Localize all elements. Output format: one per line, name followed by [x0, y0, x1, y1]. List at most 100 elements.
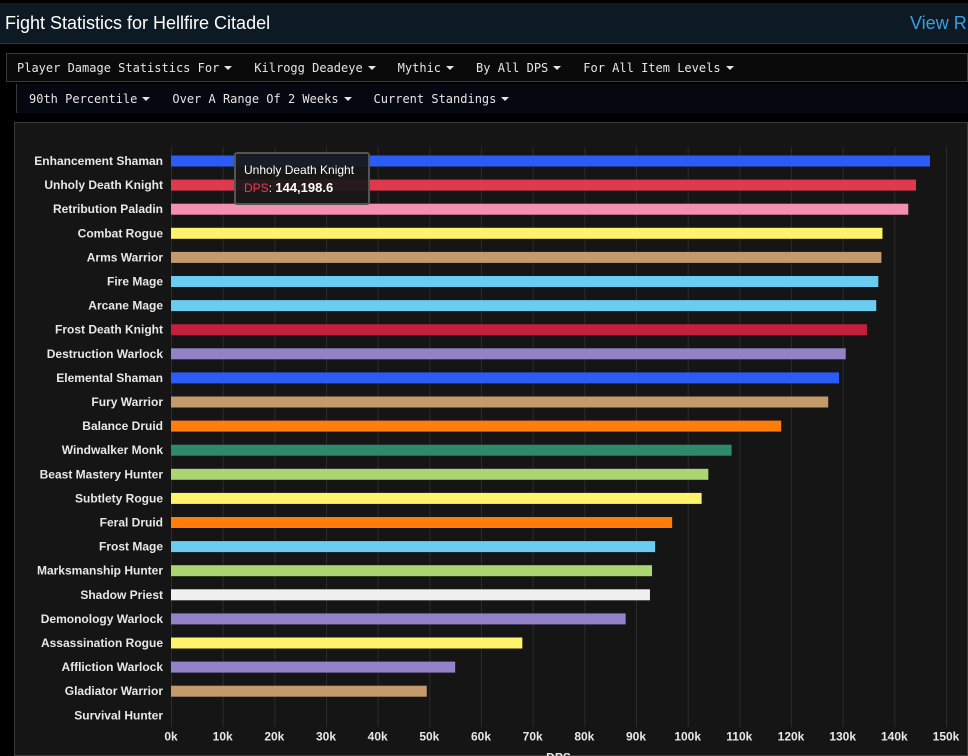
x-tick-label: 140k	[881, 729, 908, 743]
dropdown-label: For All Item Levels	[583, 60, 721, 75]
bar[interactable]	[171, 203, 909, 215]
tooltip-value-line: DPS: 144,198.6	[244, 180, 368, 195]
category-label: Retribution Paladin	[53, 202, 163, 216]
tooltip-title: Unholy Death Knight	[244, 163, 355, 177]
category-label: Affliction Warlock	[61, 660, 163, 674]
category-label: Fury Warrior	[91, 395, 163, 409]
category-label: Frost Death Knight	[55, 323, 163, 337]
bar[interactable]	[171, 444, 732, 456]
bar[interactable]	[171, 589, 650, 601]
x-tick-label: 30k	[316, 729, 336, 743]
dropdown-percentile[interactable]: 90th Percentile	[29, 91, 151, 106]
dropdown-label: Kilrogg Deadeye	[254, 60, 363, 75]
dropdown-label: By All DPS	[476, 60, 549, 75]
caret-down-icon	[725, 66, 734, 70]
bar[interactable]	[171, 613, 626, 625]
bar[interactable]	[171, 179, 917, 191]
category-label: Arcane Mage	[88, 299, 163, 313]
category-label: Destruction Warlock	[47, 347, 164, 361]
category-label: Enhancement Shaman	[34, 154, 163, 168]
dropdown-boss[interactable]: Kilrogg Deadeye	[254, 60, 376, 75]
dropdown-label: Over A Range Of 2 Weeks	[172, 91, 339, 106]
x-tick-label: 10k	[213, 729, 233, 743]
category-label: Elemental Shaman	[56, 371, 163, 385]
bar[interactable]	[171, 348, 846, 360]
x-tick-label: 90k	[626, 729, 646, 743]
x-tick-label: 110k	[726, 729, 752, 743]
category-label: Survival Hunter	[74, 708, 163, 722]
x-tick-label: 150k	[933, 729, 960, 743]
view-link[interactable]: View R	[910, 13, 967, 33]
filter-bar-secondary: 90th Percentile Over A Range Of 2 Weeks …	[16, 84, 968, 113]
bar[interactable]	[171, 565, 653, 577]
caret-down-icon	[224, 66, 233, 70]
bar[interactable]	[171, 637, 523, 649]
bar[interactable]	[171, 300, 877, 312]
bar[interactable]	[171, 276, 879, 287]
category-label: Combat Rogue	[78, 226, 164, 240]
x-tick-label: 60k	[471, 729, 491, 743]
chart-panel	[14, 122, 968, 756]
category-label: Gladiator Warrior	[65, 684, 164, 698]
x-axis-title: DPS	[546, 750, 571, 756]
bar[interactable]	[171, 324, 867, 336]
category-label: Balance Druid	[82, 419, 163, 433]
category-label: Marksmanship Hunter	[37, 564, 163, 578]
dropdown-item-level[interactable]: For All Item Levels	[583, 60, 734, 75]
x-tick-label: 70k	[523, 729, 543, 743]
page-title: Fight Statistics for Hellfire Citadel	[5, 13, 271, 33]
dropdown-label: Player Damage Statistics For	[17, 60, 220, 75]
category-label: Demonology Warlock	[41, 612, 164, 626]
category-label: Windwalker Monk	[62, 443, 164, 457]
x-tick-label: 80k	[574, 729, 594, 743]
title-bar: Fight Statistics for Hellfire Citadel Vi…	[0, 0, 968, 44]
category-label: Assassination Rogue	[41, 636, 163, 650]
dropdown-standings[interactable]: Current Standings	[374, 92, 510, 106]
dropdown-label: Current Standings	[373, 91, 497, 106]
dropdown-label: 90th Percentile	[29, 91, 138, 106]
caret-down-icon	[367, 66, 376, 70]
caret-down-icon	[553, 66, 562, 70]
bar[interactable]	[171, 396, 829, 408]
bar[interactable]	[171, 517, 673, 528]
bar[interactable]	[171, 372, 840, 384]
caret-down-icon	[343, 97, 352, 101]
dropdown-difficulty[interactable]: Mythic	[397, 60, 455, 75]
category-label: Subtlety Rogue	[75, 491, 163, 505]
tooltip-separator: :	[268, 181, 276, 195]
dropdown-role[interactable]: By All DPS	[476, 60, 562, 75]
category-label: Unholy Death Knight	[44, 178, 163, 192]
x-tick-label: 130k	[829, 729, 856, 743]
bar[interactable]	[171, 685, 427, 697]
x-tick-label: 50k	[419, 729, 439, 743]
x-tick-label: 100k	[674, 729, 701, 743]
bar[interactable]	[171, 251, 882, 263]
category-label: Beast Mastery Hunter	[40, 467, 164, 481]
category-label: Arms Warrior	[87, 250, 164, 264]
bar[interactable]	[171, 420, 782, 432]
bar[interactable]	[171, 227, 883, 239]
bar[interactable]	[171, 468, 709, 480]
category-label: Frost Mage	[99, 540, 163, 554]
dropdown-label: Mythic	[397, 60, 442, 75]
x-tick-label: 120k	[778, 729, 805, 743]
x-tick-label: 0k	[164, 729, 178, 743]
dropdown-statistics-type[interactable]: Player Damage Statistics For	[17, 60, 233, 75]
caret-down-icon	[142, 97, 151, 101]
caret-down-icon	[446, 66, 455, 70]
category-label: Fire Mage	[107, 275, 163, 289]
bar[interactable]	[171, 155, 930, 167]
bar[interactable]	[171, 541, 656, 553]
category-label: Feral Druid	[100, 516, 163, 530]
x-tick-label: 20k	[264, 729, 284, 743]
tooltip-value: 144,198.6	[275, 180, 334, 195]
bar[interactable]	[171, 492, 702, 504]
tooltip-key: DPS	[244, 181, 269, 195]
x-tick-label: 40k	[368, 729, 388, 743]
dropdown-time-range[interactable]: Over A Range Of 2 Weeks	[172, 91, 352, 106]
bar[interactable]	[171, 661, 456, 673]
caret-down-icon	[501, 97, 510, 101]
chart-tooltip: Unholy Death Knight DPS: 144,198.6	[234, 152, 370, 205]
filter-bar-primary: Player Damage Statistics For Kilrogg Dea…	[6, 53, 968, 82]
